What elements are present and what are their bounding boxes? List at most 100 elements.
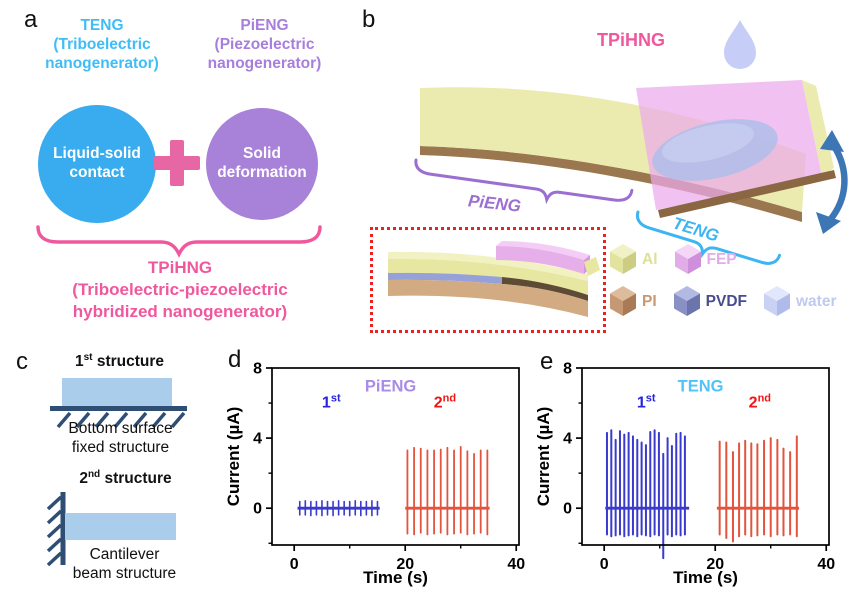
pi-edge [658, 170, 836, 218]
x-tick-label: 0 [290, 556, 299, 573]
structure1-caption: Bottom surface fixed structure [68, 420, 173, 456]
legend-entry-2nd: 2nd [434, 393, 456, 412]
material-legend-row-2: PI PVDF water [610, 286, 837, 317]
structure-diagrams [46, 378, 187, 567]
hybrid-title: TPiHNG (Triboelectric-piezoelectric hybr… [72, 258, 288, 321]
inset-gap-shadow [502, 277, 588, 301]
structure1-title: 1st structure [52, 352, 187, 371]
structure2-num: 2 [79, 470, 88, 488]
x-tick-label: 0 [600, 556, 609, 573]
inset-al-tab [584, 257, 600, 276]
y-tick-label: 8 [563, 361, 572, 378]
legend-item-al: Al [610, 244, 658, 275]
hybrid-brace-icon [36, 225, 322, 258]
y-tick-label: 4 [253, 431, 262, 448]
brace-path [36, 225, 322, 258]
structure2-sup: nd [87, 469, 101, 480]
legend-label-pi: PI [642, 292, 657, 310]
legend-label-pvdf: PVDF [705, 292, 747, 310]
inset-device [388, 241, 600, 317]
panel-c-label: c [16, 348, 28, 375]
wall-hatching [46, 495, 63, 567]
plus-icon-bar [154, 156, 200, 170]
chart-title: TENG [678, 378, 724, 396]
legend-item-pvdf: PVDF [673, 286, 747, 317]
y-axis-label: Current (µA) [225, 407, 243, 507]
cube-side-face [623, 293, 636, 316]
material-legend-row-1: Al FEP [610, 244, 737, 275]
tpihng-device-title: TPiHNG [596, 30, 665, 50]
legend-entry-2nd: 2nd [749, 393, 771, 412]
cube-side-face [777, 293, 790, 316]
panel-a-label: a [24, 6, 38, 33]
plot-frame [581, 367, 830, 546]
cube-front-face [674, 251, 688, 274]
inset-al-top [388, 251, 588, 281]
legend-cube-water-icon [764, 286, 790, 316]
cube-side-face [686, 293, 700, 316]
series-2nd [405, 445, 490, 536]
structure2-caption: Cantilever beam structure [72, 546, 177, 582]
inset-pi-layer [388, 279, 588, 317]
structure1-sup: st [83, 352, 93, 363]
x-axis-label: Time (s) [363, 568, 428, 587]
pieng-title: PiENG (Piezoelectric nanogenerator) [207, 17, 322, 72]
beam-rect-1 [62, 378, 172, 406]
inset-pvdf-layer [388, 272, 502, 284]
legend-cube-al-icon [610, 244, 636, 274]
x-axis-label: Time (s) [673, 568, 738, 587]
legend-label-water: water [796, 292, 837, 310]
y-axis-label: Current (µA) [535, 407, 553, 507]
arrow-head-down [816, 212, 841, 234]
legend-item-fep: FEP [674, 244, 737, 275]
legend-cube-pvdf-icon [673, 286, 700, 316]
solid-deformation-circle: Solid deformation [206, 108, 318, 220]
al-edge [802, 80, 834, 176]
water-droplet-icon [724, 20, 756, 69]
teng-brace-icon [635, 210, 782, 265]
series-1st [605, 429, 690, 560]
legend-label-fep: FEP [706, 250, 737, 268]
teng-title: TENG (Triboelectric nanogenerator) [45, 17, 159, 72]
ground-hatching [56, 411, 186, 429]
structure2-rest: structure [100, 470, 172, 488]
vibration-arrow-icon [826, 142, 848, 224]
beam-rect-2 [65, 513, 176, 540]
arrow-head-up [820, 130, 844, 152]
panel-d-label: d [228, 346, 242, 373]
x-tick-label: 40 [507, 556, 525, 573]
inset-highlight-box [370, 227, 606, 333]
legend-item-water: water [764, 286, 837, 317]
y-tick-label: 0 [563, 501, 572, 518]
water-puddle-highlight [662, 123, 754, 163]
cube-front-face [673, 293, 687, 316]
legend-label-al: Al [642, 250, 658, 268]
legend-cube-fep-icon [674, 244, 701, 274]
cube-side-face [623, 251, 636, 274]
pi-layer [420, 146, 802, 222]
structure1-rest: structure [92, 353, 165, 371]
cube-front-face [764, 293, 777, 316]
plot-frame [271, 367, 520, 546]
cube-side-face [687, 251, 701, 274]
plus-icon [154, 140, 200, 186]
y-tick-label: 4 [563, 431, 572, 448]
cube-front-face [610, 293, 623, 316]
inset-fep-top [496, 241, 590, 260]
chart-title: PiENG [365, 378, 416, 396]
chart-svg-e: 0 20 40 0 4 8 Time (s) Current (µA) TENG 1st 2nd [534, 361, 835, 588]
structure1-num: 1 [74, 353, 84, 371]
chart-svg-d: 0 20 40 0 4 8 Time (s) Current (µA) PiENG 1st 2nd [224, 361, 525, 588]
device-schematic [388, 20, 848, 317]
teng-current-chart: 0 20 40 0 4 8 Time (s) Current (µA) TENG 1st 2nd [534, 345, 845, 589]
liquid-solid-contact-circle: Liquid-solid contact [38, 105, 156, 223]
y-tick-label: 8 [253, 361, 262, 378]
brace-path [635, 210, 782, 265]
legend-entry-1st: 1st [637, 393, 656, 412]
inset-fep-front [496, 246, 584, 274]
structure2-title: 2nd structure [58, 469, 193, 488]
cube-front-face [610, 251, 623, 274]
pieng-brace-icon [414, 158, 634, 205]
series-2nd [716, 435, 800, 543]
panel-e-label: e [540, 348, 554, 375]
